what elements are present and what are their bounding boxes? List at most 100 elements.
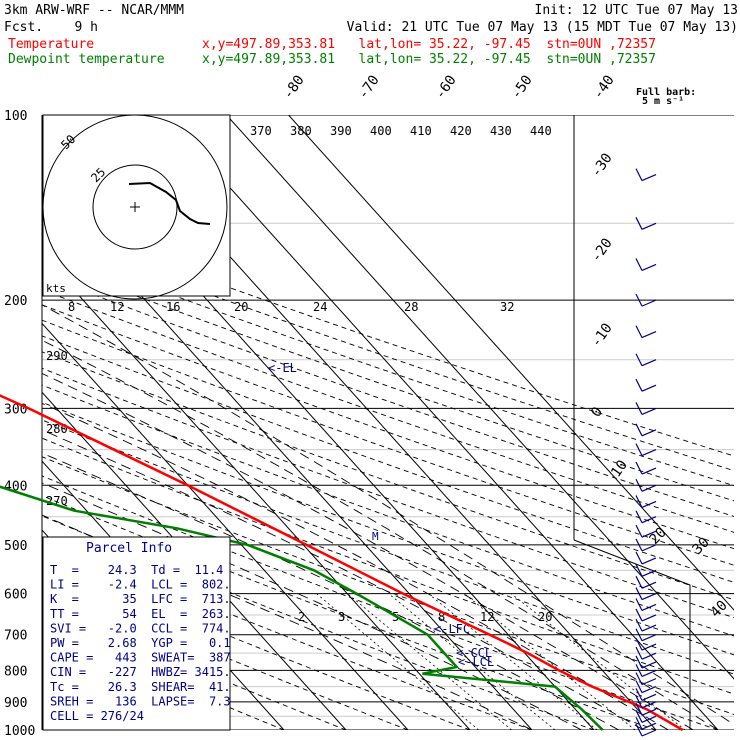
wind-barb-flag [635,618,643,632]
isotherm-line [42,391,347,730]
wind-barb-staff [641,614,657,622]
moist-adiabat [42,304,734,725]
wind-barb-flag [635,524,643,538]
theta-label: 380 [290,124,312,138]
wind-barb-staff [641,516,657,524]
isotherm-tick-label: -20 [588,235,616,265]
wind-barb-staff [641,603,657,612]
dry-adiabat [42,580,409,730]
wind-barb-flag [635,664,643,677]
dry-adiabat [42,304,734,550]
hodograph-box [42,114,231,297]
wind-barb [635,293,657,307]
isotherm-line [226,115,734,680]
wind-barb-staff [641,715,657,723]
wind-barb-staff [641,652,657,660]
wind-barb [635,702,657,716]
dewpoint-legend-label: Dewpoint temperature [8,52,165,67]
wind-barb [635,217,657,230]
wind-barb-flag [635,461,643,475]
wind-barb [635,461,657,475]
ccl-marker: <-CCL [456,646,492,660]
wind-barb-staff [641,708,657,716]
mixing-ratio-line [388,593,556,730]
hodo-scale-label: 16 [166,300,180,314]
dry-adiabat [42,495,657,730]
wind-barb-flag [635,402,643,415]
isotherm-tick-label: -70 [355,72,383,102]
parcel-info-row: CELL = 276/24 [50,709,144,723]
wind-barb [635,695,657,709]
hodo-scale-label: 20 [234,300,248,314]
mixing-ratio-label: 20 [538,610,552,624]
wind-barb-staff [641,569,657,577]
wind-barb-staff [641,624,657,632]
wind-barb-staff [641,693,657,701]
dry-adiabat [42,335,734,583]
wind-barb-flag [635,293,643,307]
wind-barb-staff [641,678,657,686]
wind-barb-staff [641,429,657,437]
wind-barb [635,353,657,367]
hodo-origin-cross [130,202,140,212]
wind-barb-flag [635,353,643,367]
wind-barb-flag [635,628,643,642]
theta-label: 410 [410,124,432,138]
wind-barb [635,664,657,677]
parcel-info-panel: Parcel Info T = 24.3 Td = 11.4LI = -2.4 L… [42,536,231,731]
el-marker: <-EL [268,361,297,375]
wind-barbs [635,168,657,737]
dry-adiabat [42,384,734,637]
dry-adiabat [42,351,734,601]
pressure-tick-label: 100 [4,109,27,124]
isotherm-tick-label: -10 [588,320,616,350]
wind-barb-flag [635,587,643,600]
parcel-info-row: TT = 54 EL = 263. [50,607,231,621]
parcel-info-row: Tc = 26.3 SHEAR= 41. [50,680,231,694]
init-time: Init: 12 UTC Tue 07 May 13 [534,3,739,18]
isotherm-line [164,115,719,730]
wind-barb [635,551,657,565]
wind-barb [635,478,657,492]
dewpoint-profile [0,485,604,731]
wind-barb-staff [641,530,657,538]
parcel-panel-box [42,536,231,731]
wind-barb-staff [641,701,657,709]
wind-barb-flag [635,378,643,392]
wind-barb-flag [635,598,643,611]
wind-barb-staff [641,449,657,457]
wind-barb-staff [641,729,657,737]
isotherm-tick-label: 0 [588,404,606,420]
hodo-scale-label: 12 [110,300,124,314]
wind-barb-flag [635,680,643,693]
parcel-info-row: LI = -2.4 LCL = 802. [50,578,231,592]
wind-barb [635,710,657,723]
wind-barb [635,646,657,660]
wind-barb [635,510,657,524]
dry-adiabat [42,289,734,533]
wind-barb-flag [635,655,643,669]
wind-barb-flag [635,495,643,508]
parcel-info-row: CAPE = 443 SWEAT= 387 [50,651,231,665]
wind-barb-staff [641,299,657,307]
wind-barb-flag [635,168,643,181]
wind-barb-staff [641,484,657,492]
wind-barb [635,423,657,437]
theta-label: 370 [250,124,272,138]
wind-barb-flag [635,637,643,651]
wind-barb [635,628,657,642]
temperature-station-info: x,y=497.89,353.81 lat,lon= 35.22, -97.45… [202,37,656,52]
lfc-marker: <-LFC [434,622,470,636]
wind-barb [635,378,657,392]
barb-legend-title: Full barb: [636,87,696,98]
pressure-tick-label: 800 [4,664,27,679]
wind-barb-staff [641,634,657,642]
moist-adiabat [42,372,694,730]
wind-barb [635,608,657,622]
wind-barb [635,723,657,737]
wind-barb-staff [641,544,657,552]
mixing-ratio-label: 8 [438,610,445,624]
wind-barb-flag [635,325,643,338]
